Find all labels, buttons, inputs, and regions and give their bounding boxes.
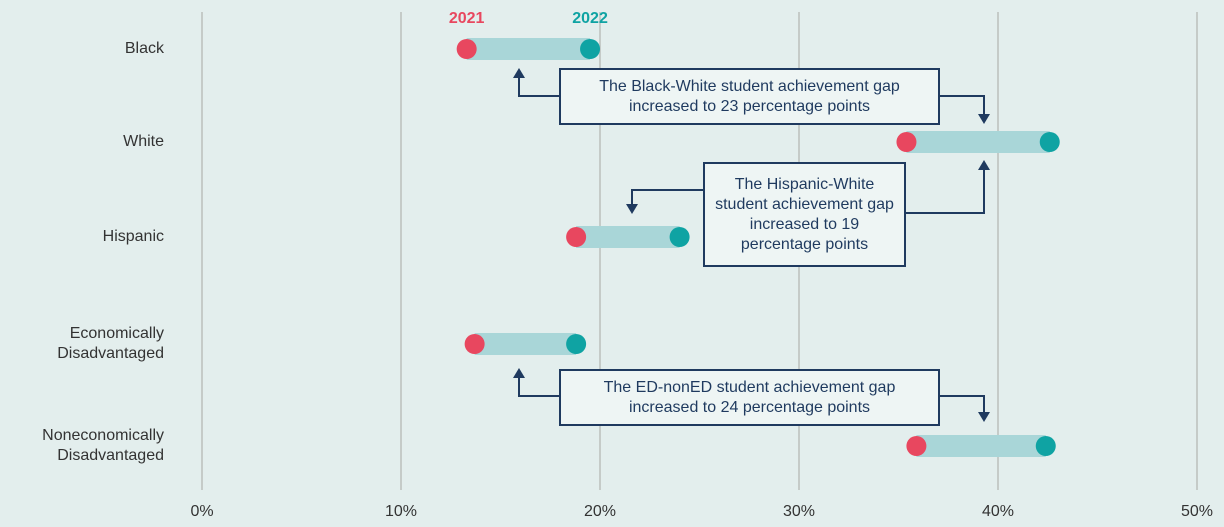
gap-bar — [906, 131, 1050, 153]
legend-label: 2021 — [449, 10, 485, 27]
arrow — [906, 168, 985, 214]
arrowhead — [978, 160, 990, 170]
x-tick-label: 40% — [982, 503, 1014, 520]
arrow — [518, 376, 559, 397]
category-label: White — [123, 133, 164, 150]
dot — [896, 132, 917, 152]
gap-bar — [916, 435, 1046, 457]
arrows — [513, 68, 990, 422]
x-tick-label: 20% — [584, 503, 616, 520]
dot — [1035, 436, 1056, 456]
arrow — [518, 76, 559, 97]
gap-bar — [466, 38, 591, 60]
arrow — [940, 395, 985, 414]
dot — [566, 227, 587, 247]
arrowhead — [978, 412, 990, 422]
dot — [580, 39, 601, 59]
x-tick-label: 50% — [1181, 503, 1213, 520]
dot — [669, 227, 690, 247]
category-label: Economically Disadvantaged — [57, 325, 164, 362]
annotation: The Hispanic-White student achievement g… — [703, 162, 906, 267]
arrowhead — [513, 368, 525, 378]
arrow — [631, 189, 703, 206]
dot — [1039, 132, 1060, 152]
dot — [566, 334, 587, 354]
dot — [906, 436, 927, 456]
annotation: The Black-White student achievement gap … — [559, 68, 940, 125]
category-label: Black — [124, 40, 164, 57]
category-label: Hispanic — [102, 228, 164, 245]
arrowhead — [626, 204, 638, 214]
x-tick-label: 10% — [385, 503, 417, 520]
gap-bar — [474, 333, 577, 355]
dot — [456, 39, 477, 59]
arrowhead — [978, 114, 990, 124]
legend-label: 2022 — [572, 10, 608, 27]
arrowhead — [513, 68, 525, 78]
category-label: Noneconomically Disadvantaged — [42, 427, 164, 464]
annotation: The ED-nonED student achievement gap inc… — [559, 369, 940, 426]
x-tick-label: 30% — [783, 503, 815, 520]
dot — [464, 334, 485, 354]
arrow — [940, 95, 985, 116]
gap-bar — [576, 226, 680, 248]
x-tick-label: 0% — [190, 503, 213, 520]
